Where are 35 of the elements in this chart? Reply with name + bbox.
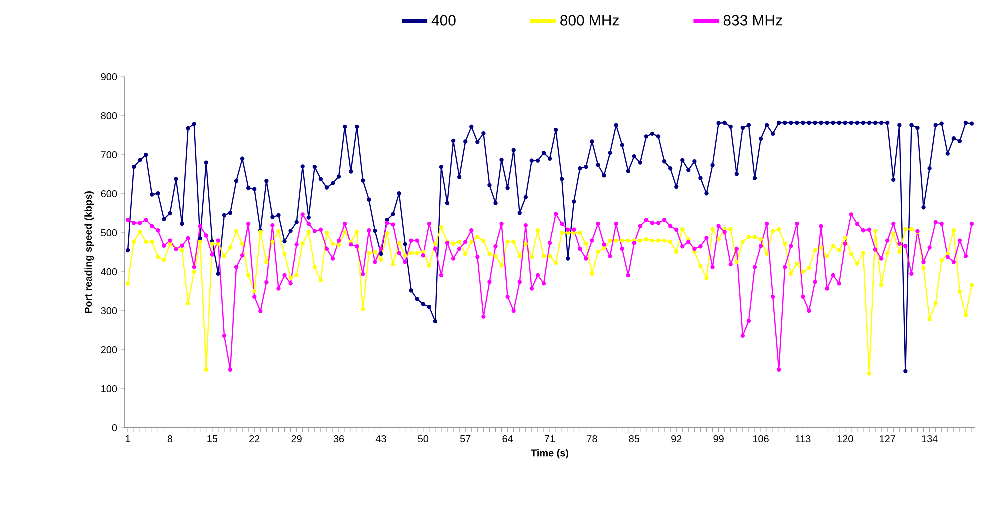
- y-tick-label: 0: [112, 424, 118, 432]
- x-tick-label: 78: [587, 436, 598, 443]
- x-tick-label: 22: [250, 436, 260, 442]
- legend-label: 833 MHz: [724, 15, 782, 26]
- x-tick-label: 127: [880, 436, 896, 442]
- x-tick-label: 64: [502, 436, 514, 443]
- legend-label: 800 MHz: [560, 15, 619, 26]
- x-tick-label: 36: [334, 436, 344, 443]
- y-tick-label: 400: [101, 268, 118, 276]
- legend-label: 400: [432, 15, 456, 26]
- x-tick-label: 106: [753, 436, 769, 443]
- x-tick-label: 71: [544, 436, 556, 442]
- y-tick-label: 600: [101, 190, 118, 198]
- y-tick-label: 500: [101, 229, 118, 237]
- x-tick-label: 113: [796, 436, 811, 443]
- x-tick-label: 43: [376, 436, 386, 443]
- x-tick-label: 99: [714, 436, 724, 443]
- x-tick-label: 57: [460, 436, 471, 442]
- y-tick-label: 200: [101, 346, 118, 354]
- x-tick-label: 15: [208, 436, 218, 442]
- x-tick-label: 85: [629, 436, 640, 443]
- y-tick-label: 800: [101, 112, 118, 120]
- x-tick-label: 120: [838, 436, 854, 443]
- y-tick-label: 300: [101, 307, 118, 315]
- y-tick-label: 700: [101, 151, 118, 159]
- y-axis-title: Port reading speed (kbps): [84, 192, 94, 314]
- y-tick-label: 100: [102, 385, 118, 393]
- x-tick-label: 1: [126, 436, 130, 442]
- x-tick-label: 50: [418, 436, 429, 443]
- x-tick-label: 92: [672, 436, 682, 443]
- x-tick-label: 134: [922, 436, 938, 443]
- x-axis-title: Time (s): [531, 449, 569, 459]
- y-tick-label: 900: [101, 73, 118, 81]
- x-tick-label: 29: [292, 436, 302, 443]
- x-tick-label: 8: [168, 436, 173, 443]
